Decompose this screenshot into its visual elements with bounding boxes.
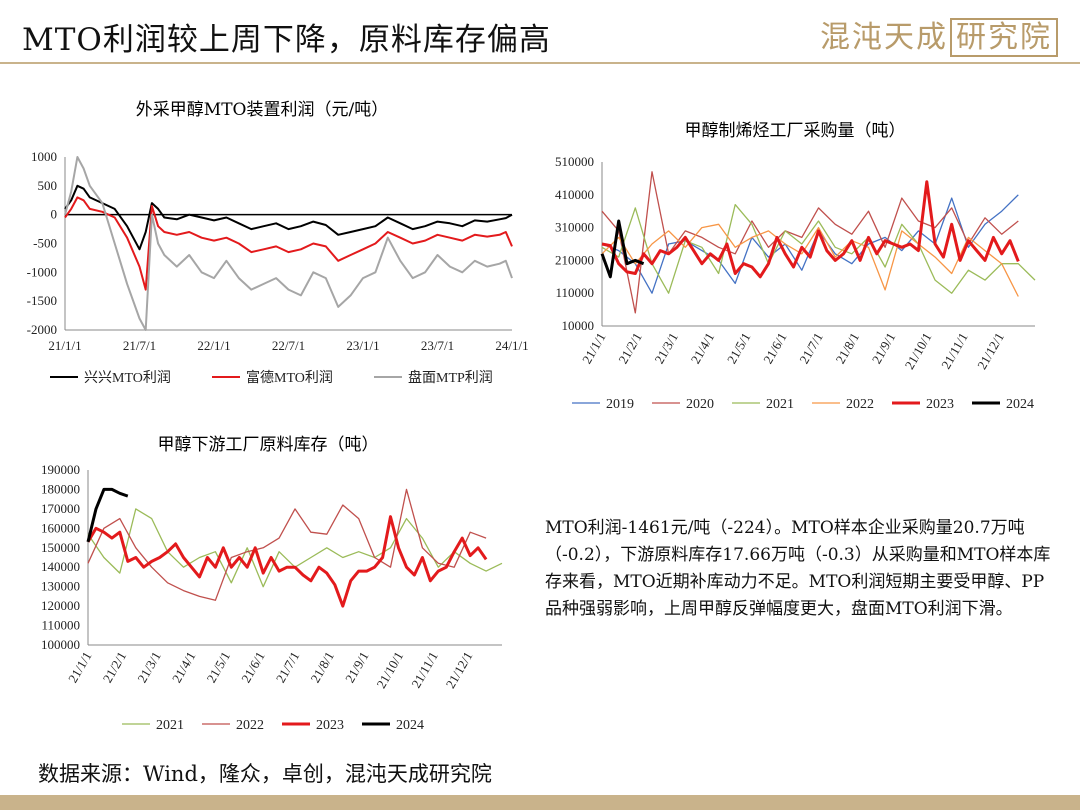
y-tick-label: -2000	[27, 322, 57, 337]
series-line-兴兴MTO利润	[64, 184, 513, 251]
y-tick-label: 120000	[41, 598, 80, 613]
legend-label: 2024	[1006, 397, 1034, 412]
y-tick-label: 150000	[41, 540, 80, 555]
legend-label: 2019	[606, 397, 634, 412]
x-tick-label: 21/1/1	[65, 649, 95, 685]
x-tick-label: 21/9/1	[869, 330, 899, 366]
y-tick-label: 500	[38, 178, 58, 193]
x-tick-label: 21/10/1	[902, 330, 935, 372]
x-tick-label: 21/5/1	[203, 649, 233, 685]
y-tick-label: 210000	[555, 252, 594, 267]
y-tick-label: 170000	[41, 501, 80, 516]
y-tick-label: 1000	[31, 149, 57, 164]
x-tick-label: 21/3/1	[651, 330, 681, 366]
purchase-chart: 甲醇制烯烃工厂采购量（吨） 510000 410000 310000 210000 110…	[540, 110, 1060, 425]
y-tick-label: -500	[33, 236, 57, 251]
legend-label: 兴兴MTO利润	[84, 370, 171, 386]
legend-label: 2020	[686, 397, 714, 412]
x-tick-label: 21/12/1	[443, 649, 476, 691]
header-divider	[0, 62, 1080, 64]
y-tick-label: 110000	[555, 285, 594, 300]
series-line-2022	[601, 223, 1019, 297]
chart-title: 外采甲醇MTO装置利润（元/吨）	[136, 100, 388, 120]
legend-label: 2022	[236, 718, 264, 733]
y-tick-label: 310000	[555, 220, 594, 235]
logo-text: 混沌天成	[820, 20, 948, 55]
legend-label: 2022	[846, 397, 874, 412]
legend-label: 2021	[766, 397, 794, 412]
data-source: 数据来源：Wind，隆众，卓创，混沌天成研究院	[38, 762, 492, 786]
x-tick-label: 21/9/1	[342, 649, 372, 685]
x-tick-label: 21/5/1	[724, 330, 754, 366]
x-tick-label: 21/7/1	[796, 330, 826, 366]
x-tick-label: 21/2/1	[100, 649, 130, 685]
x-tick-label: 21/11/1	[408, 649, 441, 690]
y-tick-label: 410000	[555, 187, 594, 202]
x-tick-label: 21/4/1	[688, 330, 718, 366]
x-tick-label: 21/11/1	[938, 330, 971, 371]
series-line-2021	[87, 508, 503, 588]
legend-label: 2021	[156, 718, 184, 733]
legend-label: 2023	[926, 397, 954, 412]
x-tick-label: 21/10/1	[373, 649, 406, 691]
x-tick-label: 23/7/1	[421, 338, 454, 353]
x-tick-label: 21/8/1	[832, 330, 862, 366]
y-tick-label: 180000	[41, 481, 80, 496]
footer-bar	[0, 795, 1080, 810]
y-tick-label: 0	[51, 207, 58, 222]
series-line-2022	[87, 488, 487, 601]
y-tick-label: 510000	[555, 154, 594, 169]
profit-chart: 外采甲醇MTO装置利润（元/吨） 1000 500 0 -500 -1000 -1500 -2…	[0, 95, 540, 400]
legend-label: 2024	[396, 718, 424, 733]
y-tick-label: -1000	[27, 264, 57, 279]
x-tick-label: 21/6/1	[760, 330, 790, 366]
brand-logo: 混沌天成 研究院	[820, 12, 1058, 57]
chart-title: 甲醇制烯烃工厂采购量（吨）	[685, 121, 906, 141]
profit-chart-svg: 外采甲醇MTO装置利润（元/吨） 1000 500 0 -500 -1000 -1500 -2…	[27, 100, 529, 386]
series-line-2023	[601, 180, 1020, 279]
x-tick-label: 21/1/1	[579, 330, 609, 366]
x-tick-label: 23/1/1	[346, 338, 379, 353]
x-tick-label: 21/12/1	[974, 330, 1007, 372]
y-tick-label: 10000	[562, 318, 595, 333]
series-line-2023	[86, 515, 488, 608]
series-line-2019	[601, 194, 1019, 294]
legend-label: 富德MTO利润	[246, 369, 333, 386]
x-tick-label: 21/7/1	[273, 649, 303, 685]
x-tick-label: 21/6/1	[238, 649, 268, 685]
y-tick-label: -1500	[27, 293, 57, 308]
x-tick-label: 21/4/1	[169, 649, 199, 685]
legend-label: 2023	[316, 718, 344, 733]
page-title: MTO利润较上周下降，原料库存偏高	[22, 22, 551, 58]
series-line-盘面MTP利润	[64, 156, 513, 331]
logo-box-text: 研究院	[950, 18, 1058, 57]
series-line-富德MTO利润	[64, 196, 513, 291]
y-tick-label: 110000	[41, 618, 80, 633]
legend-label: 盘面MTP利润	[408, 369, 493, 386]
series-line-2024	[600, 219, 645, 279]
x-tick-label: 22/1/1	[197, 338, 230, 353]
x-tick-label: 21/2/1	[615, 330, 645, 366]
x-tick-label: 22/7/1	[272, 338, 305, 353]
series-line-2024	[86, 487, 129, 543]
inventory-chart: 甲醇下游工厂原料库存（吨） 190000 180000 170000 160000 150…	[0, 425, 530, 745]
x-tick-label: 21/3/1	[134, 649, 164, 685]
x-tick-label: 21/1/1	[48, 338, 81, 353]
x-tick-label: 21/7/1	[123, 338, 156, 353]
chart-title: 甲醇下游工厂原料库存（吨）	[158, 435, 379, 455]
y-tick-label: 100000	[41, 637, 80, 652]
y-tick-label: 190000	[41, 462, 80, 477]
series-line-2021	[601, 203, 1036, 294]
x-tick-label: 21/8/1	[307, 649, 337, 685]
analysis-note: MTO利润-1461元/吨（-224）。MTO样本企业采购量20.7万吨（-0.…	[545, 518, 1051, 619]
y-tick-label: 130000	[41, 579, 80, 594]
purchase-chart-svg: 甲醇制烯烃工厂采购量（吨） 510000 410000 310000 210000 110…	[555, 121, 1036, 412]
y-tick-label: 160000	[41, 520, 80, 535]
y-tick-label: 140000	[41, 559, 80, 574]
x-tick-label: 24/1/1	[495, 338, 528, 353]
inventory-chart-svg: 甲醇下游工厂原料库存（吨） 190000 180000 170000 160000 150…	[41, 435, 503, 733]
